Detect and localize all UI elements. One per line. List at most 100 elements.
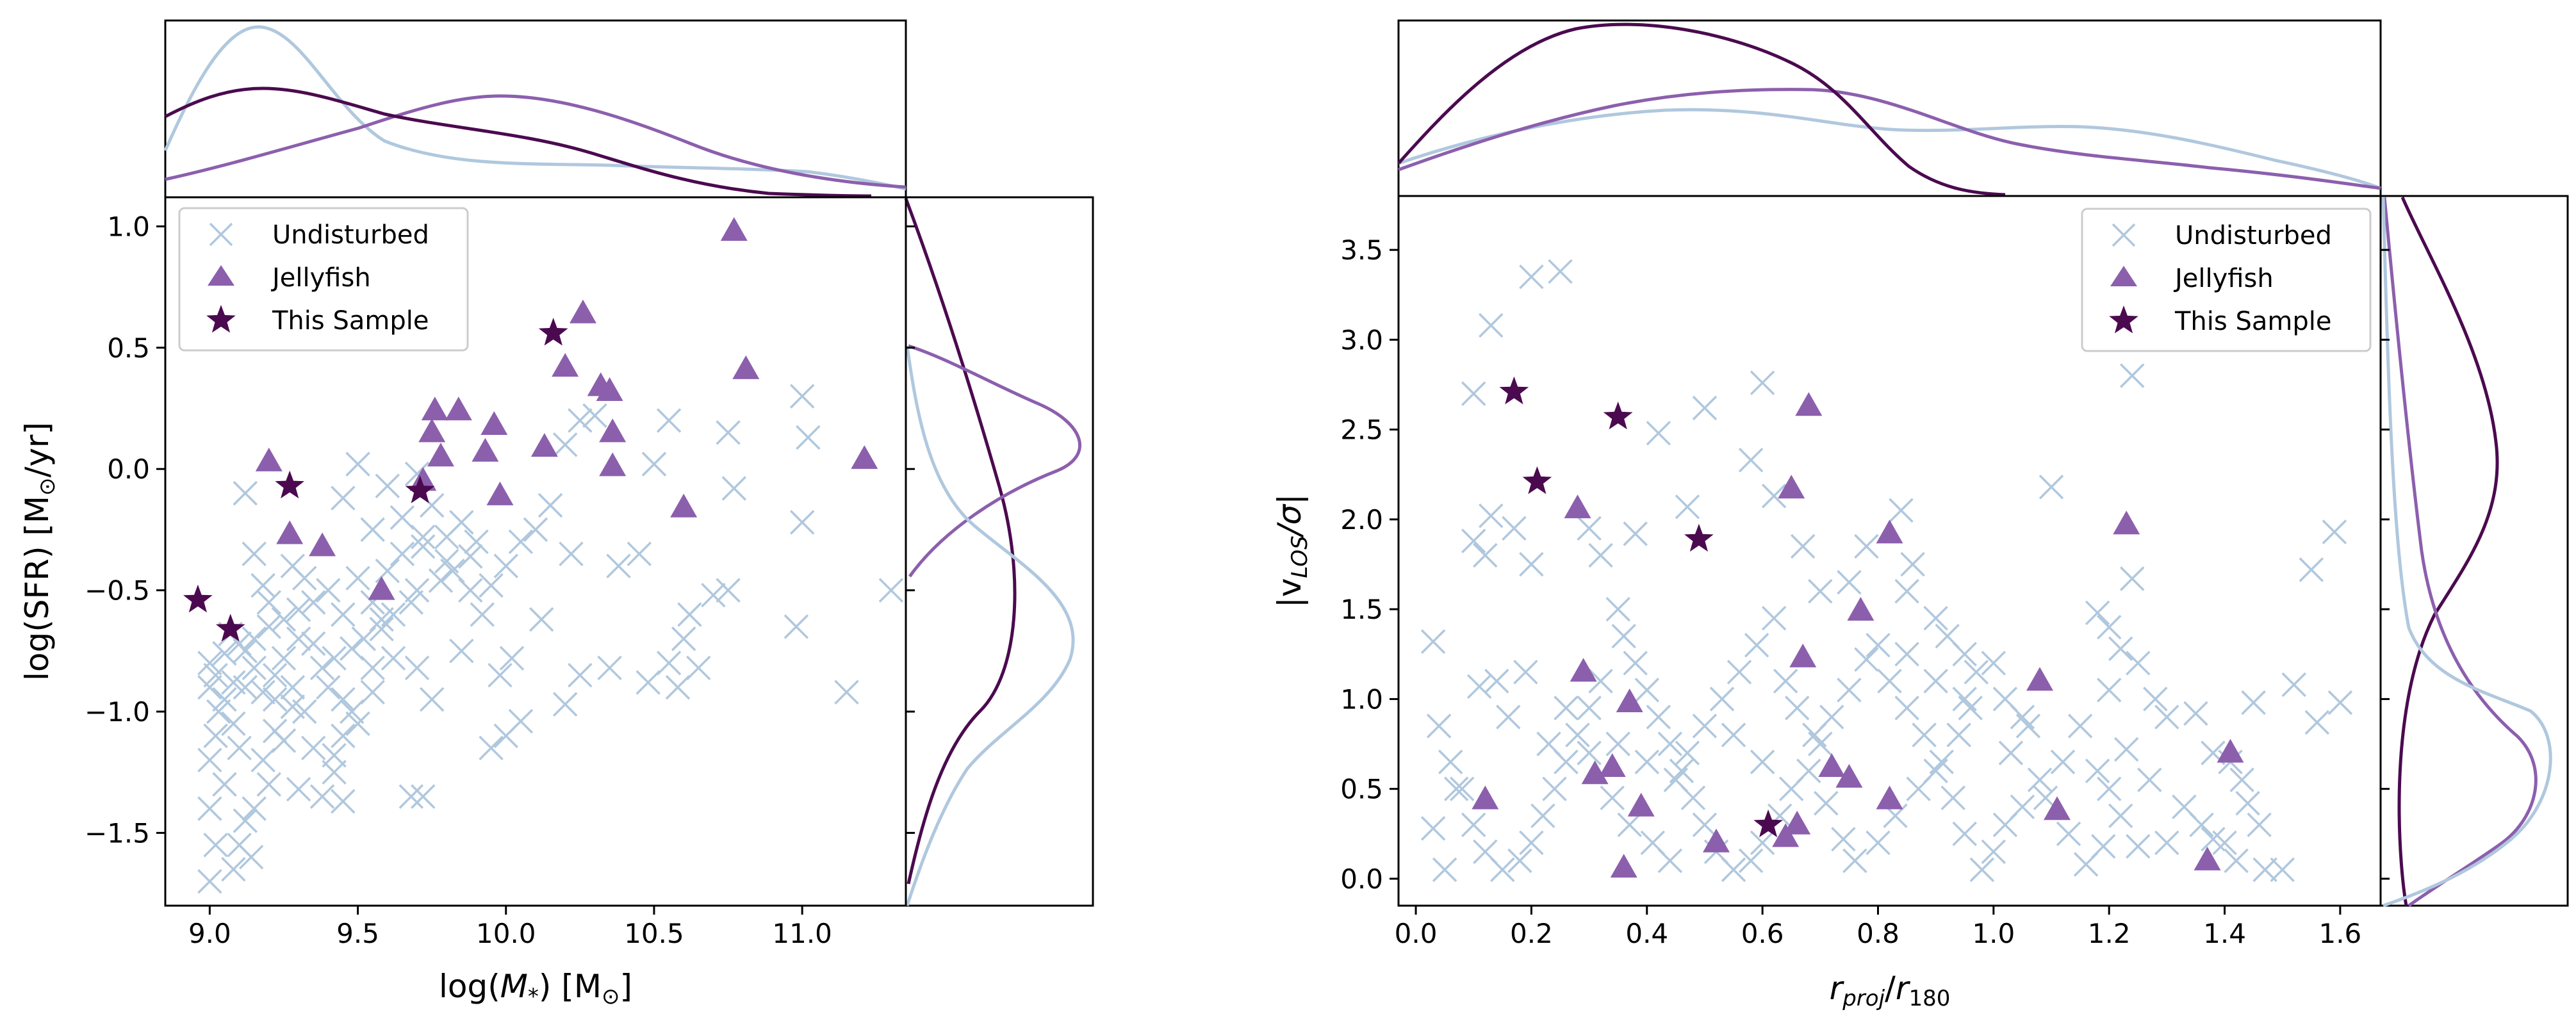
- legend-label-undisturbed: Undisturbed: [272, 220, 429, 250]
- right-point-jellyfish: [1778, 475, 1805, 499]
- right-point-undisturbed: [1530, 803, 1555, 828]
- right-point-undisturbed: [1605, 731, 1630, 756]
- right-point-undisturbed: [1634, 749, 1660, 774]
- left-point-undisturbed: [322, 760, 347, 785]
- right-point-undisturbed: [2252, 857, 2277, 883]
- left-point-jellyfish: [368, 576, 395, 600]
- right-point-undisturbed: [2299, 557, 2324, 582]
- left-point-undisturbed: [300, 735, 326, 761]
- right-point-undisturbed: [1588, 543, 1613, 568]
- right-point-undisturbed: [1709, 687, 1735, 712]
- left-point-undisturbed: [197, 674, 222, 700]
- left-point-jellyfish: [851, 445, 878, 469]
- left-point-undisturbed: [499, 646, 525, 671]
- right-point-jellyfish: [1570, 658, 1597, 682]
- left-point-undisturbed: [340, 636, 365, 661]
- left-point-undisturbed: [493, 723, 519, 749]
- right-point-undisturbed: [1964, 660, 1989, 685]
- right-point-undisturbed: [2143, 687, 2168, 712]
- right-point-undisturbed: [1894, 578, 1919, 604]
- left-point-undisturbed: [404, 578, 430, 603]
- right-point-undisturbed: [1837, 678, 1862, 703]
- right-point-undisturbed: [2224, 848, 2249, 874]
- right-point-undisturbed: [1877, 669, 1902, 694]
- right-point-undisturbed: [1479, 503, 1504, 528]
- right-point-undisturbed: [1814, 790, 1839, 816]
- right-point-undisturbed: [1675, 740, 1700, 765]
- left-point-jellyfish: [445, 396, 472, 421]
- left-point-undisturbed: [300, 590, 326, 615]
- left-point-undisturbed: [212, 640, 237, 666]
- left-point-undisturbed: [197, 796, 222, 821]
- right-point-undisturbed: [1866, 830, 1891, 856]
- left-point-undisturbed: [411, 784, 436, 809]
- left-point-this-sample: [405, 475, 435, 503]
- right-point-jellyfish: [1784, 810, 1811, 835]
- right-point-undisturbed: [1426, 714, 1452, 738]
- right-point-undisturbed: [1750, 830, 1775, 856]
- right-main-axes: 0.0 0.2 0.4 0.6 0.8 1.0 1.2 1.4 1.6 0.0 0.5 1.0 1.5 2…: [1340, 234, 2390, 949]
- left-point-undisturbed: [262, 687, 288, 712]
- right-point-jellyfish: [1616, 689, 1643, 712]
- right-point-undisturbed: [1784, 696, 1810, 721]
- left-point-undisturbed: [479, 735, 504, 761]
- left-point-undisturbed: [271, 646, 297, 671]
- left-point-jellyfish: [421, 396, 448, 421]
- right-point-undisturbed: [1554, 696, 1579, 721]
- right-point-undisturbed: [1929, 749, 1954, 774]
- right-point-undisturbed: [2039, 475, 2064, 500]
- left-point-undisturbed: [458, 578, 483, 603]
- right-point-undisturbed: [1461, 528, 1486, 553]
- left-x-tick-label: 9.5: [336, 918, 379, 949]
- right-point-undisturbed: [2096, 614, 2122, 640]
- right-point-undisturbed: [1461, 812, 1486, 838]
- left-point-this-sample: [538, 318, 568, 346]
- right-point-undisturbed: [1952, 821, 1977, 847]
- right-point-jellyfish: [1876, 519, 1903, 544]
- left-point-undisturbed: [360, 517, 385, 543]
- left-point-undisturbed: [340, 699, 365, 724]
- left-point-undisturbed: [552, 432, 578, 457]
- right-point-undisturbed: [1466, 674, 1492, 699]
- right-y-tick-label: 1.5: [1340, 594, 1383, 625]
- right-point-undisturbed: [1611, 623, 1636, 649]
- left-point-jellyfish: [530, 433, 558, 457]
- left-point-undisturbed: [345, 711, 370, 737]
- left-point-undisturbed: [316, 674, 341, 700]
- left-top-kde-jellyfish: [165, 94, 907, 189]
- right-x-tick-label: 0.4: [1625, 918, 1668, 949]
- right-y-tick-label: 1.0: [1340, 683, 1383, 715]
- right-y-tick-label: 0.5: [1340, 774, 1383, 805]
- right-point-undisturbed: [1790, 534, 1816, 559]
- right-point-undisturbed: [1778, 776, 1804, 801]
- left-point-jellyfish: [276, 520, 304, 544]
- left-point-undisturbed: [404, 655, 430, 681]
- left-point-undisturbed: [523, 517, 548, 543]
- right-point-undisturbed: [1519, 551, 1544, 577]
- left-point-jellyfish: [552, 353, 579, 377]
- left-point-this-sample: [275, 470, 304, 499]
- left-point-undisturbed: [381, 646, 406, 671]
- right-point-jellyfish: [2217, 738, 2244, 763]
- left-point-undisturbed: [345, 452, 370, 477]
- left-point-undisturbed: [256, 772, 282, 797]
- right-point-undisturbed: [2183, 701, 2208, 726]
- right-point-undisturbed: [2015, 714, 2041, 738]
- left-point-undisturbed: [227, 735, 252, 761]
- left-point-this-sample: [215, 614, 245, 642]
- right-point-undisturbed: [1513, 660, 1538, 685]
- left-y-tick-label: −1.5: [85, 817, 150, 849]
- left-point-undisturbed: [597, 655, 622, 681]
- right-point-undisturbed: [1981, 651, 2006, 676]
- right-point-undisturbed: [1461, 381, 1486, 406]
- left-point-jellyfish: [472, 437, 499, 462]
- right-point-jellyfish: [1581, 760, 1609, 785]
- right-point-undisturbed: [1623, 521, 1648, 546]
- left-point-undisturbed: [428, 568, 454, 593]
- right-point-undisturbed: [1542, 776, 1567, 801]
- right-point-undisturbed: [1600, 785, 1625, 810]
- left-legend-star-marker: [206, 305, 236, 333]
- left-x-tick-label: 9.0: [188, 918, 231, 949]
- left-point-jellyfish: [599, 452, 627, 477]
- right-point-undisturbed: [1854, 647, 1879, 672]
